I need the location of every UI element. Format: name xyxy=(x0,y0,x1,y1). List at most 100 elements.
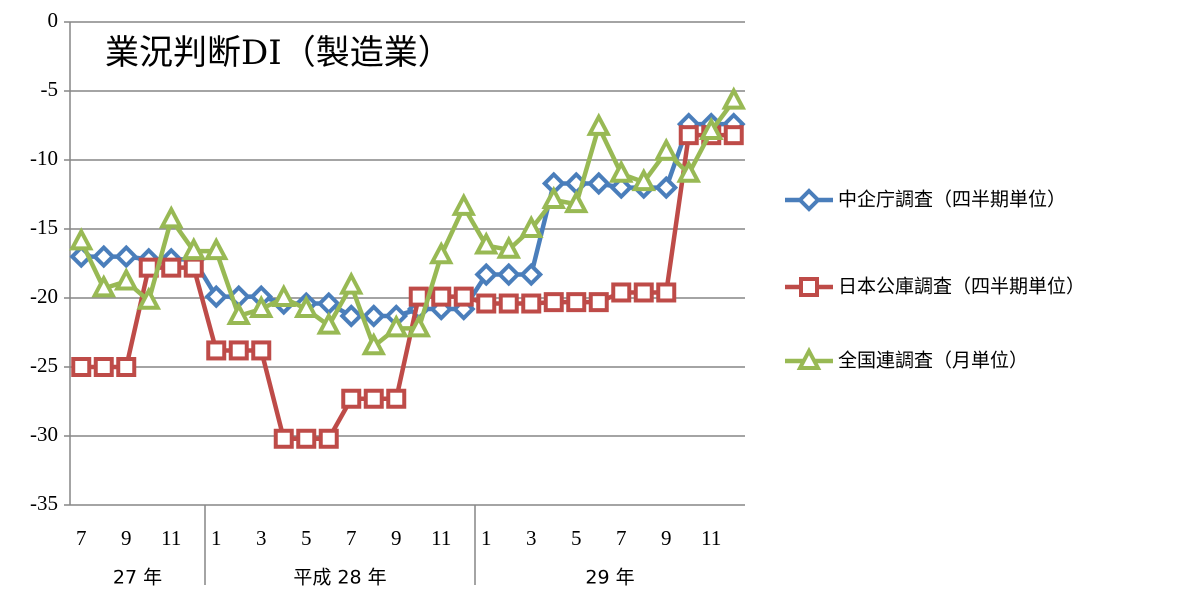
marker xyxy=(633,282,654,303)
marker xyxy=(203,236,229,261)
marker xyxy=(363,388,384,409)
y-tick-label: -25 xyxy=(30,353,58,377)
x-tick-label: 9 xyxy=(661,526,672,550)
marker xyxy=(71,357,92,377)
marker xyxy=(473,231,499,255)
marker xyxy=(611,282,632,303)
x-tick-label: 9 xyxy=(121,526,132,550)
marker xyxy=(723,125,744,146)
marker xyxy=(796,346,822,370)
marker xyxy=(654,175,679,200)
marker xyxy=(656,282,677,303)
legend-label: 全国連調査（月単位） xyxy=(838,350,1028,372)
x-tick-label: 1 xyxy=(211,526,222,550)
marker xyxy=(476,293,497,314)
x-tick-label: 3 xyxy=(526,526,537,550)
marker xyxy=(631,167,657,192)
marker xyxy=(799,277,819,297)
y-tick-label: -15 xyxy=(30,215,58,239)
x-tick-label: 3 xyxy=(256,526,267,550)
marker xyxy=(273,428,294,449)
marker xyxy=(361,304,386,328)
marker xyxy=(158,205,184,229)
marker xyxy=(206,340,227,361)
marker xyxy=(566,292,587,313)
marker xyxy=(496,235,522,259)
legend-label: 日本公庫調査（四半期単位） xyxy=(838,276,1085,298)
marker xyxy=(114,244,139,269)
marker xyxy=(698,116,724,141)
x-tick-label: 1 xyxy=(481,526,492,550)
marker xyxy=(116,357,137,377)
marker xyxy=(341,388,362,409)
x-tick-label: 11 xyxy=(161,526,181,550)
x-tick-label: 5 xyxy=(571,526,582,550)
marker xyxy=(93,357,114,377)
marker xyxy=(428,240,454,265)
y-tick-label: -35 xyxy=(30,491,58,515)
marker xyxy=(586,171,611,196)
marker xyxy=(474,262,499,287)
year-label: 平成 28 年 xyxy=(293,567,386,589)
marker xyxy=(496,262,521,287)
marker xyxy=(161,257,182,278)
chart-title: 業況判断DI（製造業） xyxy=(105,33,452,73)
marker xyxy=(183,257,204,278)
marker xyxy=(91,274,117,298)
marker xyxy=(608,159,634,183)
marker xyxy=(271,283,297,307)
marker xyxy=(609,175,634,200)
marker xyxy=(519,262,544,287)
marker xyxy=(518,214,544,238)
marker xyxy=(678,125,699,146)
x-tick-label: 11 xyxy=(701,526,721,550)
marker xyxy=(339,304,364,328)
marker xyxy=(797,188,821,212)
marker xyxy=(316,311,342,335)
marker xyxy=(588,292,609,313)
legend-entry: 中企庁調査（四半期単位） xyxy=(785,188,1066,212)
marker xyxy=(226,301,252,325)
year-label: 27 年 xyxy=(113,567,162,589)
marker xyxy=(386,388,407,409)
marker xyxy=(248,294,274,319)
marker xyxy=(453,286,474,307)
marker xyxy=(204,284,229,309)
x-tick-label: 7 xyxy=(616,526,627,550)
marker xyxy=(498,293,519,314)
marker xyxy=(251,340,272,361)
marker xyxy=(451,192,477,216)
marker xyxy=(293,294,319,319)
marker xyxy=(521,293,542,314)
marker xyxy=(136,286,162,310)
x-tick-label: 5 xyxy=(301,526,312,550)
marker xyxy=(406,314,432,338)
marker xyxy=(113,267,139,291)
x-tick-label: 9 xyxy=(391,526,402,550)
marker xyxy=(676,159,702,183)
marker xyxy=(91,244,116,269)
marker xyxy=(383,314,409,338)
marker xyxy=(563,189,589,214)
marker xyxy=(653,137,679,161)
y-tick-label: -10 xyxy=(30,146,58,170)
x-tick-label: 7 xyxy=(76,526,87,550)
marker xyxy=(228,340,249,361)
marker xyxy=(318,428,339,449)
marker xyxy=(68,227,94,251)
marker xyxy=(296,428,317,449)
marker xyxy=(586,112,612,136)
marker xyxy=(721,86,747,110)
x-tick-label: 7 xyxy=(346,526,357,550)
y-tick-label: -20 xyxy=(30,284,58,308)
marker xyxy=(541,185,567,210)
marker xyxy=(543,292,564,313)
marker xyxy=(431,286,452,307)
y-tick-label: 0 xyxy=(48,8,59,32)
legend-entry: 全国連調査（月単位） xyxy=(785,346,1028,372)
legend-entry: 日本公庫調査（四半期単位） xyxy=(785,276,1085,298)
legend-label: 中企庁調査（四半期単位） xyxy=(838,189,1066,211)
marker xyxy=(361,332,387,356)
y-tick-label: -30 xyxy=(30,422,58,446)
